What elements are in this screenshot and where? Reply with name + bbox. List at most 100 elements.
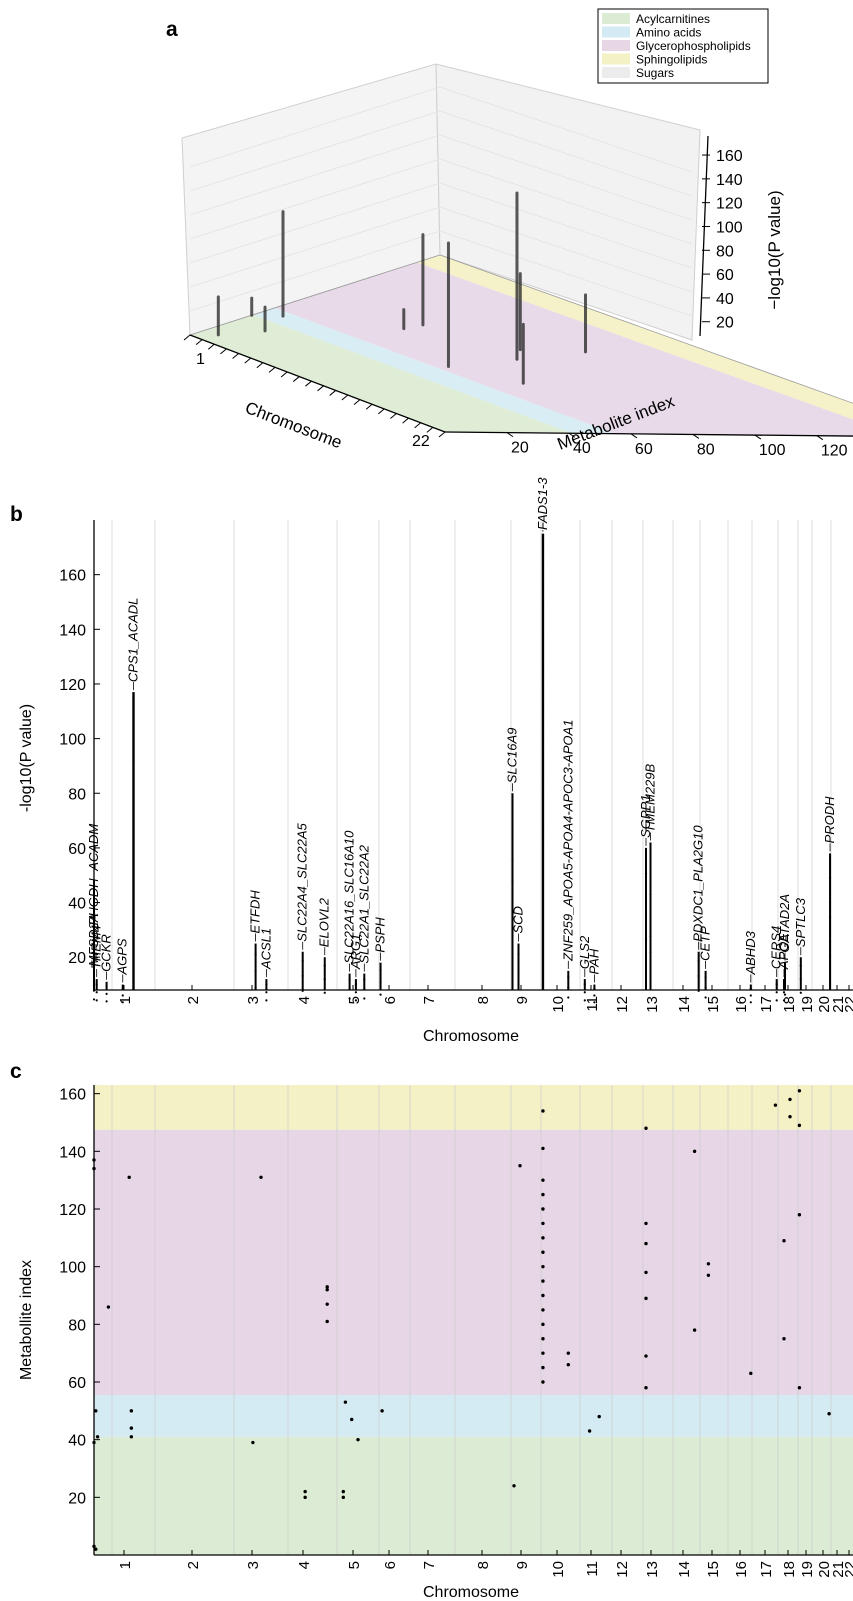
b-data-point bbox=[92, 932, 96, 935]
b-data-point bbox=[379, 981, 382, 984]
b-data-point bbox=[567, 986, 570, 989]
b-x-tick-label: 20 bbox=[816, 996, 833, 1013]
c-data-point bbox=[773, 1103, 778, 1107]
b-data-point bbox=[799, 978, 802, 981]
c-x-tick-label: 5 bbox=[346, 1561, 363, 1569]
b-data-point bbox=[749, 994, 752, 997]
a-z-tick-label: 140 bbox=[716, 172, 743, 189]
b-x-tick-label: 3 bbox=[245, 996, 262, 1004]
b-gene-label: FADS1-3 bbox=[535, 477, 550, 530]
c-data-point bbox=[587, 1429, 592, 1433]
a-grid-line bbox=[439, 158, 693, 245]
a-y-tick-label: 60 bbox=[635, 441, 653, 458]
b-x-tick-label: 10 bbox=[550, 996, 567, 1013]
b-data-point bbox=[348, 978, 351, 981]
c-x-tick-label: 21 bbox=[830, 1561, 847, 1578]
b-gene-label: PAH bbox=[586, 948, 601, 974]
b-data-point bbox=[644, 897, 648, 900]
c-data-point bbox=[692, 1149, 697, 1154]
c-data-point bbox=[749, 1371, 753, 1376]
b-gene-label: SPTLC3 bbox=[793, 897, 808, 947]
c-data-point bbox=[797, 1089, 802, 1093]
b-data-point bbox=[348, 987, 351, 991]
b-y-tick-label: 20 bbox=[68, 950, 86, 967]
legend-swatch bbox=[602, 26, 630, 38]
c-data-point bbox=[251, 1440, 255, 1445]
a-x-tick bbox=[329, 390, 337, 396]
b-data-point bbox=[644, 937, 648, 941]
a-grid-line bbox=[189, 134, 441, 216]
c-data-point bbox=[644, 1354, 648, 1358]
b-data-point bbox=[541, 843, 545, 846]
b-data-point bbox=[541, 708, 545, 712]
c-x-tick-label: 2 bbox=[185, 1561, 202, 1569]
b-data-point bbox=[354, 983, 357, 986]
b-data-point bbox=[323, 978, 326, 981]
a-z-axis-title: −log10(P value) bbox=[765, 190, 784, 309]
b-data-point bbox=[697, 989, 700, 992]
b-data-point bbox=[511, 934, 514, 937]
b-data-point bbox=[254, 986, 257, 990]
c-data-point bbox=[541, 1236, 545, 1240]
b-y-tick-label: 80 bbox=[68, 786, 86, 803]
legend-swatch bbox=[602, 13, 630, 24]
c-y-tick-label: 160 bbox=[59, 1087, 86, 1104]
b-data-point bbox=[254, 952, 257, 956]
legend-swatch bbox=[602, 53, 630, 65]
c-x-tick-label: 13 bbox=[644, 1561, 661, 1578]
b-data-point bbox=[132, 759, 135, 762]
b-data-point bbox=[511, 893, 514, 896]
c-y-tick-label: 80 bbox=[68, 1317, 86, 1334]
a-class-band bbox=[416, 255, 853, 420]
b-data-point bbox=[782, 991, 786, 994]
c-y-tick-label: 120 bbox=[59, 1202, 86, 1219]
a-class-band bbox=[190, 314, 573, 434]
b-gene-label: ZNF259_APOA5-APOA4-APOC3-APOA1 bbox=[560, 720, 575, 962]
c-data-point bbox=[127, 1175, 131, 1179]
b-data-point bbox=[105, 985, 108, 988]
a-grid-line bbox=[439, 230, 693, 317]
b-data-point bbox=[121, 987, 124, 990]
b-gene-label: CETP bbox=[698, 926, 713, 961]
c-data-point bbox=[95, 1435, 100, 1439]
a-x-tick-label: 1 bbox=[196, 351, 205, 368]
c-x-tick-label: 1 bbox=[117, 1561, 134, 1569]
b-data-point bbox=[92, 899, 96, 903]
a-x-tick bbox=[207, 343, 215, 350]
b-data-point bbox=[132, 740, 135, 743]
b-gene-label: TMEM229B bbox=[643, 763, 658, 832]
a-grid-line bbox=[439, 182, 693, 269]
c-x-tick-label: 22 bbox=[842, 1561, 853, 1578]
a-x-tick bbox=[414, 422, 422, 429]
c-y-tick-label: 140 bbox=[59, 1144, 86, 1161]
c-data-point bbox=[541, 1380, 545, 1384]
a-y-tick bbox=[816, 435, 824, 441]
b-data-point bbox=[92, 998, 96, 1001]
c-class-band bbox=[94, 1129, 853, 1395]
a-class-band bbox=[274, 262, 853, 437]
b-data-point bbox=[541, 827, 545, 830]
c-x-tick-label: 11 bbox=[584, 1561, 601, 1577]
c-x-tick-label: 16 bbox=[733, 1561, 750, 1578]
b-data-point bbox=[132, 710, 135, 713]
c-data-point bbox=[706, 1262, 711, 1266]
c-data-point bbox=[356, 1437, 360, 1442]
panel-a: 122Chromosome20406080100120140160Metabol… bbox=[181, 8, 853, 460]
b-gene-label: PHGDH bbox=[86, 878, 101, 926]
b-data-point bbox=[301, 959, 304, 963]
b-gene-label: GATAD2A bbox=[777, 894, 792, 953]
b-gene-label: PRODH bbox=[822, 796, 837, 844]
legend-label: Sugars bbox=[636, 66, 674, 80]
b-gene-label: THEM4 bbox=[89, 925, 104, 969]
b-gene-label: CPS1_ACADL bbox=[126, 598, 141, 683]
c-data-point bbox=[541, 1250, 545, 1254]
legend-label: Glycerophospholipids bbox=[636, 39, 751, 53]
c-data-point bbox=[541, 1264, 545, 1269]
b-data-point bbox=[593, 987, 596, 990]
c-x-tick-label: 3 bbox=[245, 1561, 262, 1569]
b-data-point bbox=[265, 999, 268, 1002]
panel-c-letter: c bbox=[10, 1060, 22, 1083]
b-data-point bbox=[95, 999, 98, 1002]
b-data-point bbox=[649, 935, 652, 938]
b-data-point bbox=[775, 999, 778, 1002]
